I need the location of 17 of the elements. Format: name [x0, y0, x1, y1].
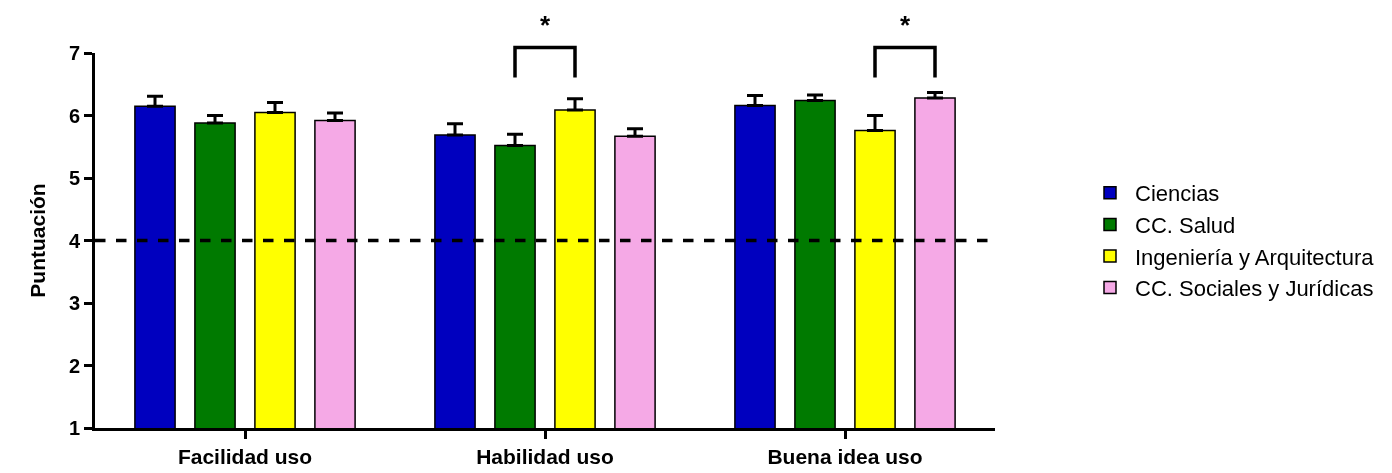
- y-tick-label: 5: [68, 167, 80, 189]
- legend-label: CC. Salud: [1135, 212, 1236, 238]
- y-tick-label: 2: [68, 354, 80, 377]
- legend-label: Ingeniería y Arquitectura: [1135, 244, 1375, 270]
- text: *: [900, 10, 911, 40]
- text: *: [540, 10, 551, 40]
- legend-label: CC. Sociales y Jurídicas: [1135, 276, 1374, 302]
- x-tick-label: Facilidad uso: [177, 445, 313, 469]
- y-tick-label: 6: [68, 104, 80, 127]
- y-tick-label: 7: [68, 42, 80, 64]
- legend-label: Ciencias: [1135, 181, 1220, 207]
- y-tick-label: 4: [68, 229, 81, 252]
- x-tick-label: Habilidad uso: [476, 445, 614, 469]
- y-tick-label: 3: [68, 292, 80, 314]
- y-axis-title: Puntuación: [26, 183, 50, 298]
- y-tick-label: 1: [68, 417, 80, 439]
- x-tick-label: Buena idea uso: [767, 445, 923, 469]
